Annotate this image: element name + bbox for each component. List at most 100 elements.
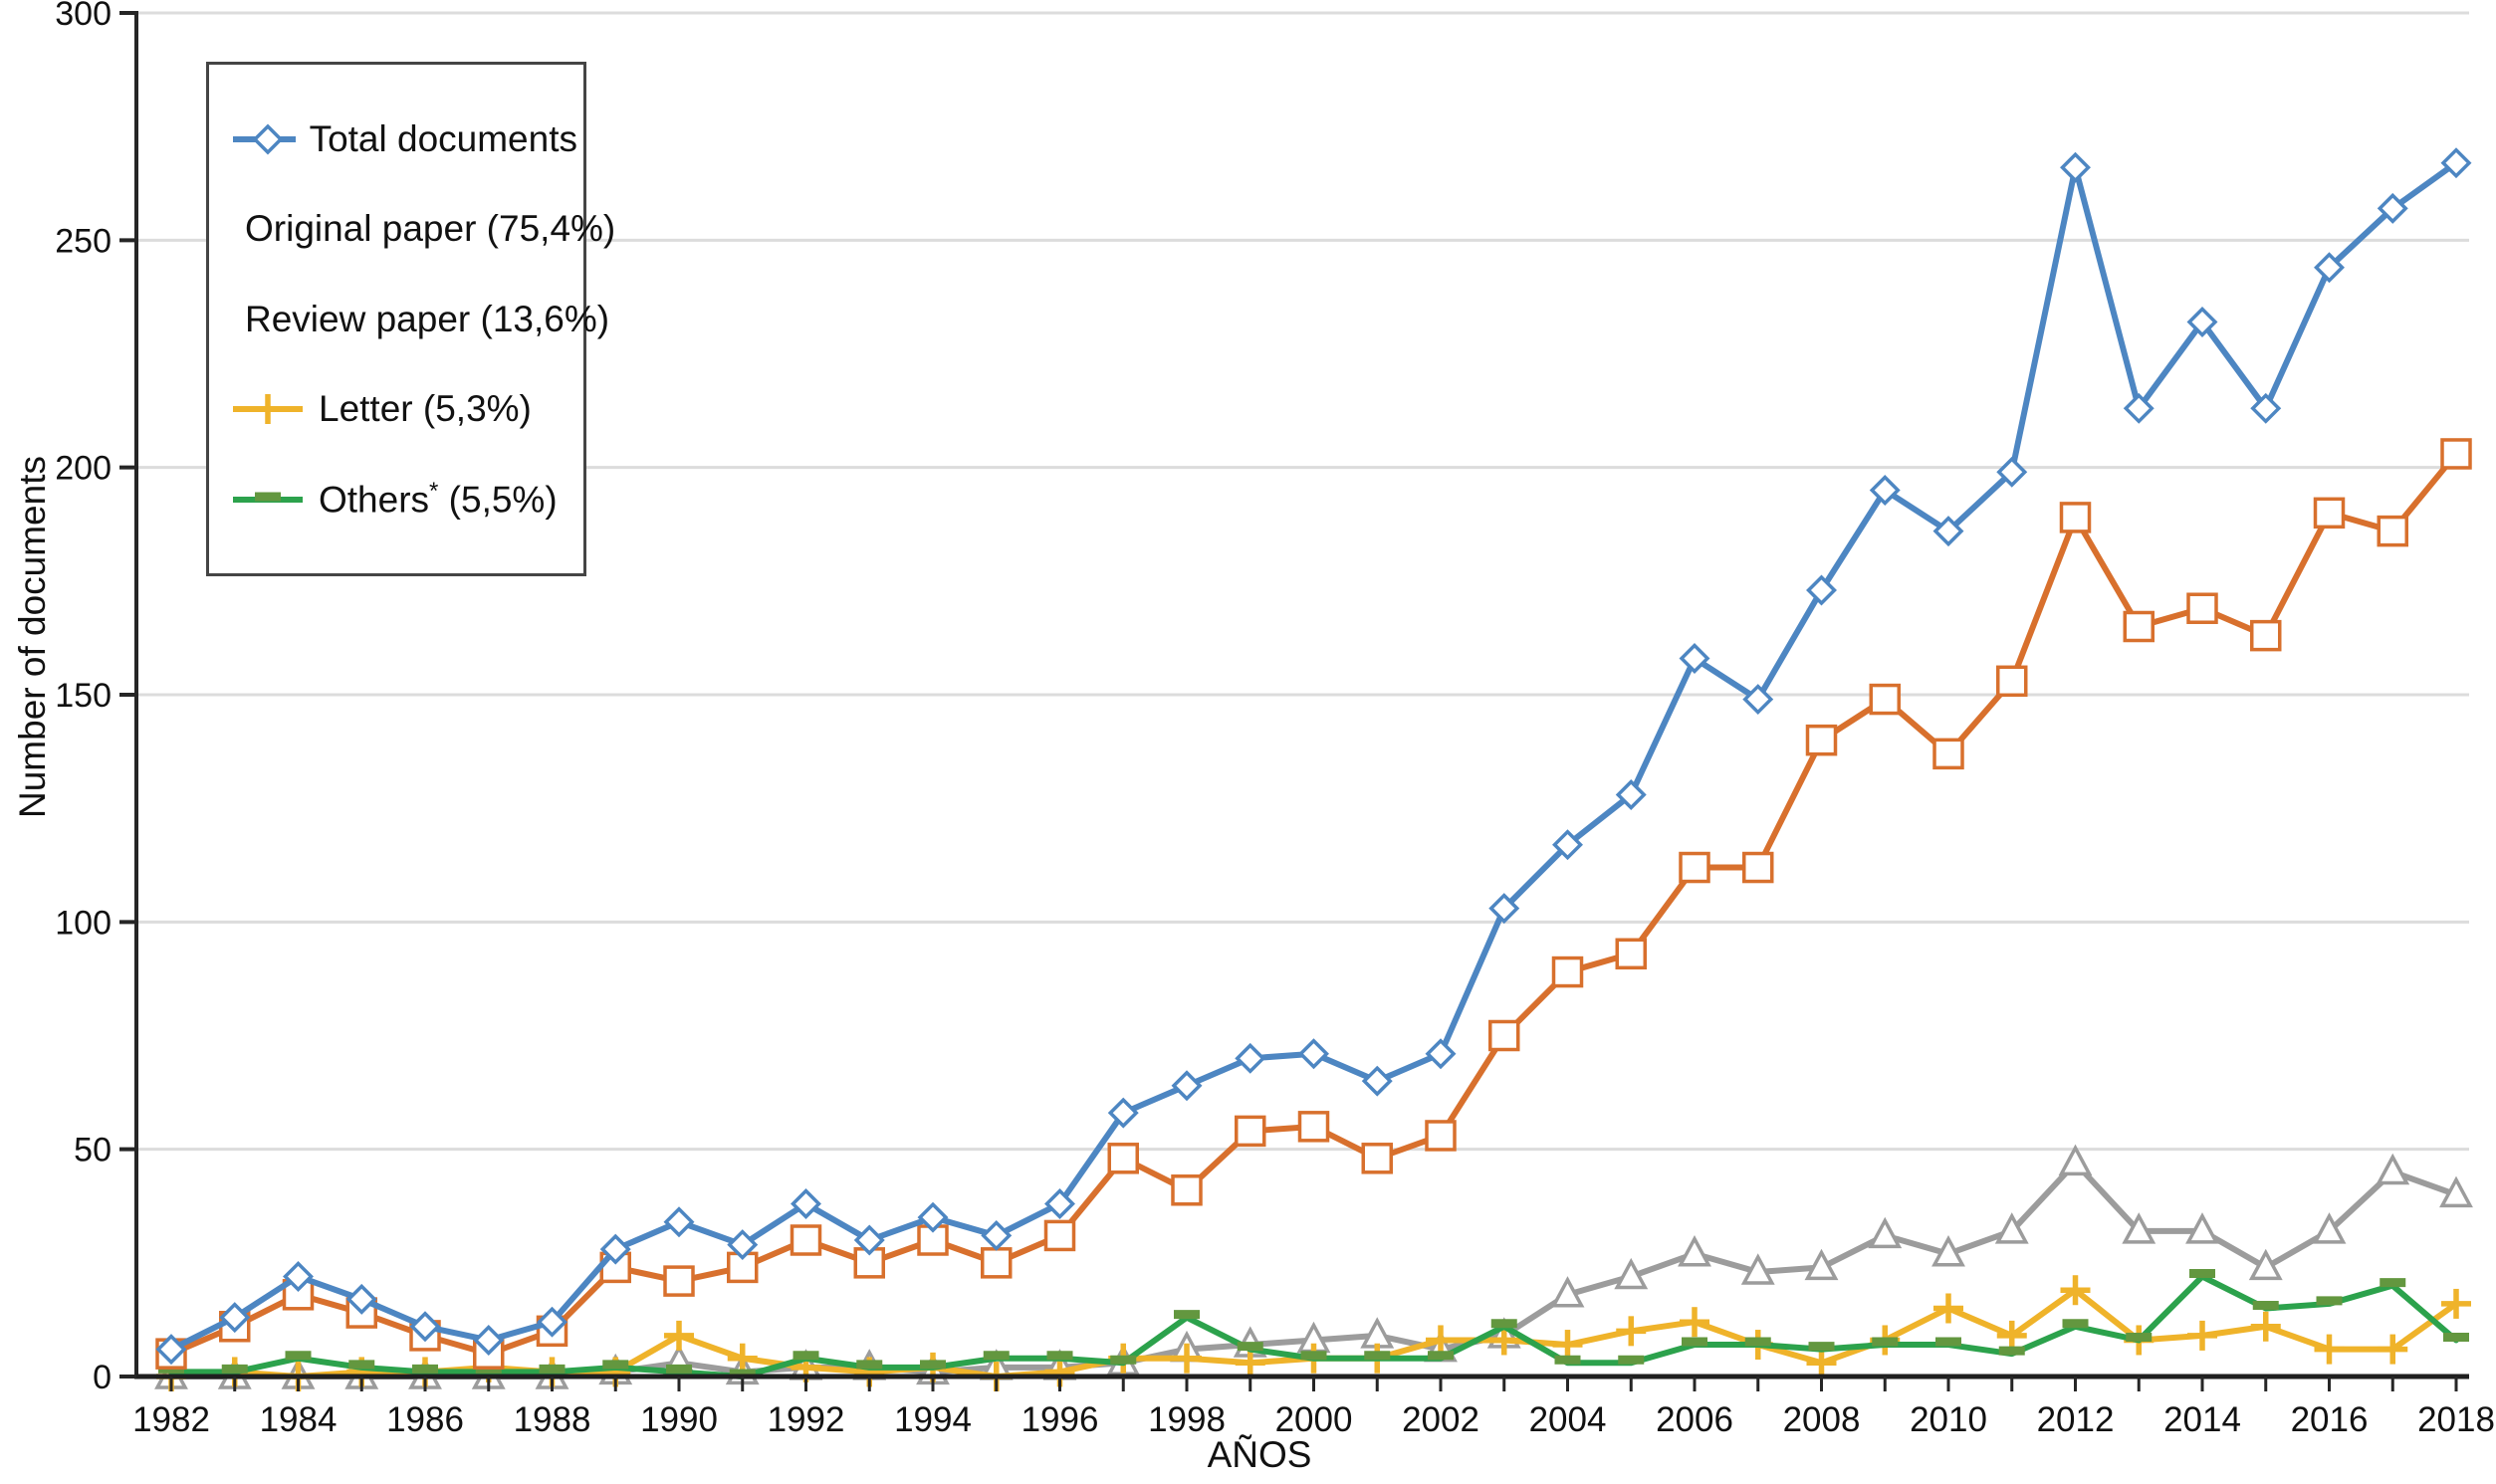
x-tick-label: 1990: [640, 1400, 718, 1439]
x-tick-label: 2018: [2417, 1400, 2495, 1439]
legend-label: Total documents: [309, 117, 577, 159]
y-tick-label: 250: [55, 222, 112, 260]
y-tick-label: 100: [55, 904, 112, 942]
x-tick-label: 1988: [514, 1400, 591, 1439]
x-tick-label: 2012: [2037, 1400, 2115, 1439]
data-point-diamond: [1235, 1042, 1266, 1074]
data-point-diamond: [2250, 392, 2282, 424]
x-tick-label: 1982: [132, 1400, 210, 1439]
legend-marker-dash-icon: [233, 492, 303, 503]
data-point-diamond: [409, 1311, 441, 1343]
legend-item-original-paper-75-4: Original paper (75,4%): [231, 207, 615, 251]
data-point-square: [2250, 619, 2282, 652]
asterisk-superscript: *: [429, 477, 439, 505]
data-point-triangle: [1740, 1253, 1775, 1285]
data-point-diamond: [2440, 147, 2472, 179]
x-tick-label: 1984: [260, 1400, 338, 1439]
series-line-original-paper-75-4: [168, 450, 2459, 1358]
data-point-diamond: [1679, 642, 1710, 674]
legend: Total documents Original paper (75,4%) Rev…: [206, 62, 615, 576]
data-point-triangle: [2185, 1212, 2219, 1244]
x-tick-label: 2014: [2163, 1400, 2241, 1439]
data-point-diamond: [1171, 1070, 1203, 1102]
y-tick-label: 50: [74, 1132, 112, 1169]
legend-item-letter-5-3: Letter (5,3%): [231, 387, 577, 431]
x-tick-label: 2000: [1275, 1400, 1353, 1439]
x-tick-label: 1992: [768, 1400, 845, 1439]
data-point-square: [1361, 1143, 1393, 1174]
data-point-diamond: [1615, 778, 1647, 810]
data-point-triangle: [2439, 1175, 2473, 1208]
axes: 0 50 100 150 200 250 300 1982 1984 1986 1988 1990 19…: [55, 0, 2495, 1439]
legend-label: Others* (5,5%): [319, 477, 558, 521]
data-point-square: [2440, 438, 2472, 470]
data-point-triangle: [2248, 1248, 2283, 1281]
data-point-diamond: [663, 1206, 695, 1238]
data-point-triangle: [2122, 1212, 2156, 1244]
data-point-diamond: [345, 1283, 377, 1315]
x-tick-label: 2006: [1656, 1400, 1733, 1439]
data-point-triangle: [1614, 1257, 1649, 1290]
data-point-diamond: [537, 1306, 567, 1338]
data-point-diamond: [283, 1261, 314, 1293]
legend-marker-diamond-icon: [233, 123, 296, 154]
data-point-diamond: [981, 1219, 1013, 1251]
data-point-square: [853, 1247, 885, 1279]
data-point-square: [1297, 1111, 1330, 1143]
data-point-square: [2377, 515, 2408, 547]
y-tick-label: 0: [93, 1359, 112, 1396]
data-point-diamond: [2377, 192, 2408, 224]
series-others-5-5: [158, 1269, 2469, 1379]
data-point-triangle: [1678, 1235, 1711, 1267]
data-point-diamond: [1425, 1038, 1457, 1070]
data-point-diamond: [1806, 574, 1837, 606]
legend-label: Original paper (75,4%): [245, 208, 616, 249]
data-point-square: [1742, 851, 1774, 884]
data-point-diamond: [252, 123, 284, 154]
data-point-triangle: [2376, 1153, 2410, 1185]
data-point-square: [1107, 1143, 1139, 1174]
data-point-square: [2186, 592, 2218, 624]
data-point-diamond: [791, 1187, 821, 1219]
x-tick-label: 2016: [2291, 1400, 2369, 1439]
data-point-square: [1488, 1019, 1520, 1052]
x-axis-title: AÑOS: [1207, 1434, 1312, 1475]
data-point-diamond: [155, 1334, 187, 1366]
data-point-diamond: [1298, 1038, 1329, 1070]
data-point-triangle: [1994, 1212, 2029, 1244]
data-point-diamond: [1361, 1065, 1393, 1097]
data-point-square: [1235, 1115, 1266, 1148]
data-point-square: [1996, 665, 2028, 698]
data-point-diamond: [917, 1201, 949, 1233]
data-point-diamond: [2186, 307, 2218, 338]
data-point-square: [1805, 724, 1838, 756]
data-point-square: [790, 1224, 822, 1256]
data-point-square: [2059, 502, 2092, 533]
data-point-square: [663, 1265, 695, 1297]
data-point-diamond: [1869, 475, 1901, 506]
y-tick-label: 150: [55, 677, 112, 715]
legend-marker-plus-icon: [233, 394, 303, 424]
data-point-diamond: [1488, 893, 1520, 925]
x-tick-label: 1994: [894, 1400, 972, 1439]
x-tick-label: 2008: [1783, 1400, 1861, 1439]
series-original-paper-75-4: [155, 438, 2472, 1370]
data-point-diamond: [853, 1224, 885, 1256]
y-axis-title: Number of documents: [12, 455, 53, 819]
data-point-triangle: [2312, 1212, 2347, 1244]
data-point-diamond: [1742, 684, 1774, 716]
data-point-diamond: [2314, 252, 2345, 284]
data-point-square: [1551, 955, 1584, 988]
data-point-diamond: [219, 1302, 251, 1334]
data-point-diamond: [1552, 829, 1583, 861]
data-point-diamond: [1996, 456, 2028, 488]
x-tick-label: 2010: [1910, 1400, 1987, 1439]
data-point-square: [1171, 1174, 1203, 1206]
data-point-square: [2313, 497, 2346, 530]
data-point-diamond: [1107, 1097, 1139, 1129]
legend-label: Letter (5,3%): [319, 388, 532, 429]
data-point-square: [1615, 938, 1647, 970]
y-tick-label: 300: [55, 0, 112, 33]
x-tick-label: 2002: [1402, 1400, 1479, 1439]
